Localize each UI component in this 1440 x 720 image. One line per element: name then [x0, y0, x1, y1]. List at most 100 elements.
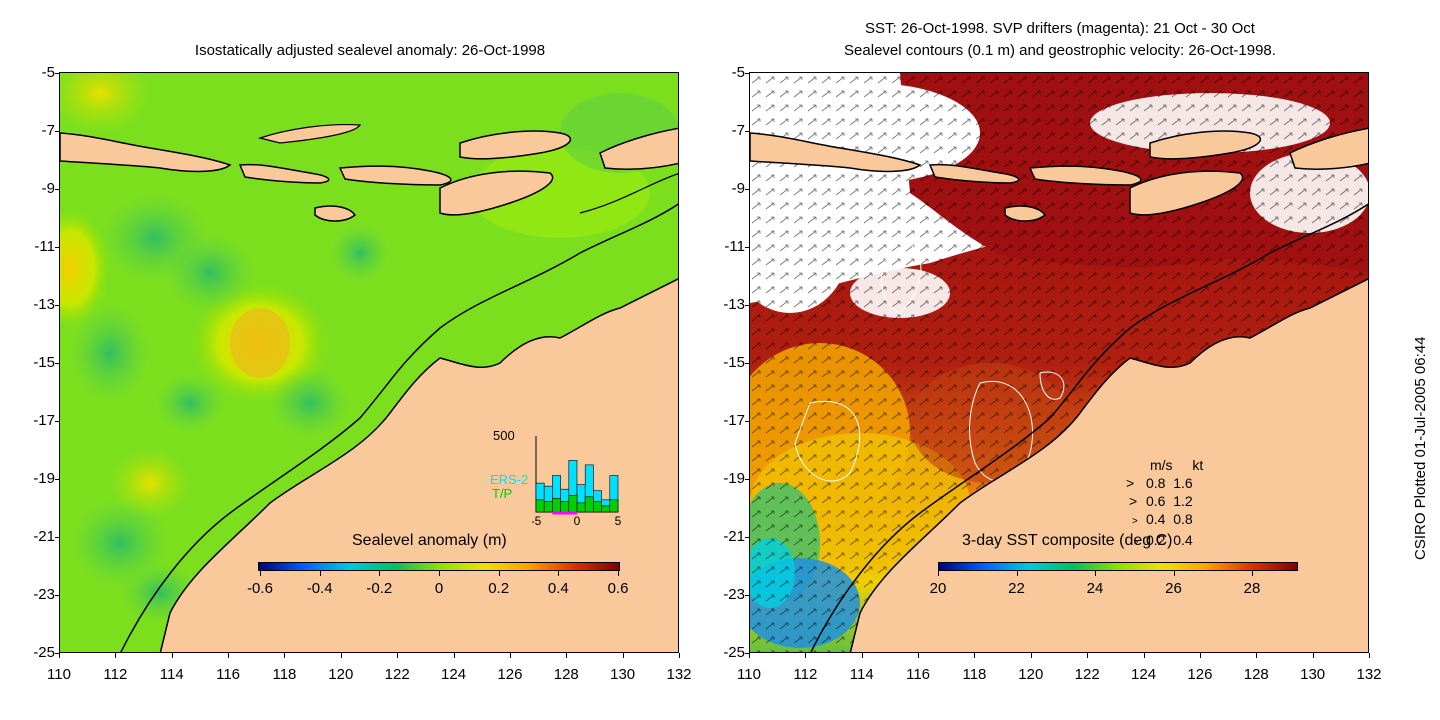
lon-tick-label: 120	[328, 666, 354, 683]
lat-tick-mark	[745, 421, 750, 422]
lat-tick-mark	[745, 363, 750, 364]
lon-tick-mark	[171, 653, 173, 658]
colorbar-tick-label: -0.6	[247, 580, 273, 597]
lon-tick-mark	[918, 653, 920, 658]
colorbar-tick-label: 20	[929, 580, 947, 597]
lon-tick-label: 120	[1018, 666, 1044, 683]
lon-tick-label: 112	[103, 666, 128, 683]
lat-tick-label: -17	[723, 412, 745, 429]
colorbar-tick-label: 22	[1008, 580, 1025, 597]
lon-tick-label: 132	[1356, 666, 1382, 683]
lat-tick-mark	[745, 247, 750, 248]
lat-tick-label: -21	[33, 528, 55, 545]
lat-tick-label: -19	[33, 470, 55, 487]
lat-tick-label: -23	[33, 586, 55, 603]
lon-tick-mark	[397, 653, 399, 658]
lat-tick-mark	[745, 479, 750, 480]
velocity-legend-row: >0.8 1.6	[1126, 475, 1193, 491]
lon-tick-mark	[1143, 653, 1145, 658]
lon-tick-mark	[1030, 653, 1032, 658]
colorbar-tick-mark	[558, 571, 560, 576]
histogram-bar-tp	[593, 501, 602, 513]
sealevel-anomaly-map	[59, 72, 679, 653]
histogram-ymax-label: 500	[493, 428, 515, 443]
velocity-legend: m/s kt >0.8 1.6 >0.6 1.2 >0.4 0.8 >0.2 0…	[1126, 456, 1203, 552]
histogram-x-tick-label: 5	[615, 514, 622, 528]
lat-tick-label: -15	[33, 354, 55, 371]
colorbar-tick-label: -0.2	[366, 580, 393, 597]
histogram-bar-tp	[543, 501, 553, 513]
colorbar-tick-label: 0.2	[488, 580, 510, 597]
histogram-bar-tp	[576, 502, 586, 513]
lon-tick-mark	[228, 653, 230, 658]
lat-tick-label: -5	[41, 64, 55, 81]
velocity-legend-row: >0.6 1.2	[1129, 493, 1193, 509]
lat-tick-label: -15	[723, 354, 745, 371]
velocity-legend-row: >0.2 0.4	[1134, 532, 1193, 548]
lon-tick-label: 130	[610, 666, 636, 683]
lon-tick-label: 130	[1300, 666, 1326, 683]
lon-tick-label: 122	[384, 666, 410, 683]
left-map-title: Isostatically adjusted sealevel anomaly:…	[194, 42, 546, 59]
lon-tick-label: 122	[1074, 666, 1100, 683]
lat-tick-label: -7	[41, 122, 55, 139]
colorbar-tick-mark	[260, 571, 261, 576]
lon-tick-mark	[1256, 653, 1258, 658]
lat-tick-label: -13	[33, 296, 55, 313]
lon-tick-mark	[749, 653, 750, 658]
lon-tick-label: 126	[497, 666, 523, 683]
colorbar-tick-label: -0.4	[306, 580, 333, 597]
colorbar-tick-mark	[618, 571, 619, 576]
lat-tick-mark	[55, 479, 60, 480]
lat-tick-label: -23	[723, 586, 745, 603]
colorbar-tick-mark	[1173, 571, 1175, 576]
lat-tick-mark	[55, 537, 60, 538]
histogram-legend-tp: T/P	[492, 486, 513, 501]
satellite-data-histogram: 500 ERS-2 T/P -5 0 5	[488, 428, 638, 528]
lon-tick-mark	[861, 653, 863, 658]
lon-tick-label: 124	[1131, 666, 1157, 683]
lon-tick-label: 126	[1187, 666, 1213, 683]
lon-tick-mark	[1199, 653, 1201, 658]
lon-tick-mark	[340, 653, 342, 658]
lat-tick-label: -25	[33, 644, 55, 661]
colorbar-tick-label: 24	[1086, 580, 1104, 597]
lat-tick-mark	[55, 363, 60, 364]
colorbar-tick-mark	[319, 571, 321, 576]
lon-tick-mark	[1087, 653, 1089, 658]
lon-tick-mark	[115, 653, 117, 658]
lat-tick-mark	[745, 73, 750, 74]
lat-tick-mark	[745, 305, 750, 306]
lon-tick-mark	[59, 653, 60, 658]
lat-tick-mark	[55, 131, 60, 132]
lon-tick-label: 118	[962, 666, 987, 683]
lat-tick-label: -9	[731, 180, 745, 197]
lon-tick-mark	[679, 653, 680, 658]
lat-tick-mark	[55, 247, 60, 248]
lon-tick-label: 124	[441, 666, 467, 683]
lon-tick-label: 110	[47, 666, 71, 683]
velocity-legend-row: >0.4 0.8	[1132, 511, 1193, 527]
plot-credit-label: CSIRO Plotted 01-Jul-2005 06:44	[1412, 336, 1429, 560]
lon-tick-label: 118	[272, 666, 297, 683]
lat-tick-mark	[55, 73, 60, 74]
velocity-legend-header: m/s kt	[1126, 456, 1203, 474]
lat-tick-label: -17	[33, 412, 55, 429]
lon-tick-mark	[453, 653, 455, 658]
colorbar-tick-mark	[379, 571, 381, 576]
sealevel-colorbar-title: Sealevel anomaly (m)	[352, 532, 507, 549]
lon-tick-label: 128	[553, 666, 579, 683]
histogram-bar-tp	[584, 496, 594, 513]
lat-tick-mark	[55, 305, 60, 306]
histogram-bar-tp	[609, 499, 619, 513]
histogram-x-tick-label: 0	[574, 514, 581, 528]
lon-tick-mark	[1312, 653, 1314, 658]
lon-tick-mark	[509, 653, 511, 658]
colorbar-tick-mark	[1016, 571, 1018, 576]
sst-colorbar	[938, 562, 1298, 571]
lon-tick-mark	[1369, 653, 1370, 658]
lat-tick-mark	[745, 653, 750, 654]
histogram-plot: -5 0 5	[532, 436, 622, 528]
lon-tick-mark	[622, 653, 624, 658]
lat-tick-label: -25	[723, 644, 745, 661]
